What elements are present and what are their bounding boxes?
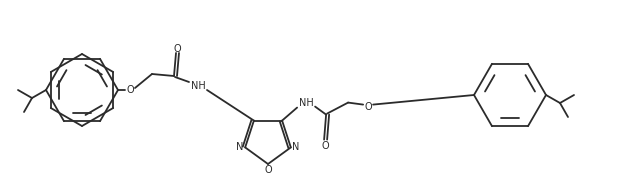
Text: NH: NH <box>299 98 313 108</box>
Text: O: O <box>264 165 272 175</box>
Text: O: O <box>173 44 181 54</box>
Text: O: O <box>126 85 134 95</box>
Text: N: N <box>236 142 244 152</box>
Text: NH: NH <box>191 81 205 91</box>
Text: O: O <box>364 102 372 112</box>
Text: N: N <box>292 142 300 152</box>
Text: O: O <box>321 141 329 151</box>
